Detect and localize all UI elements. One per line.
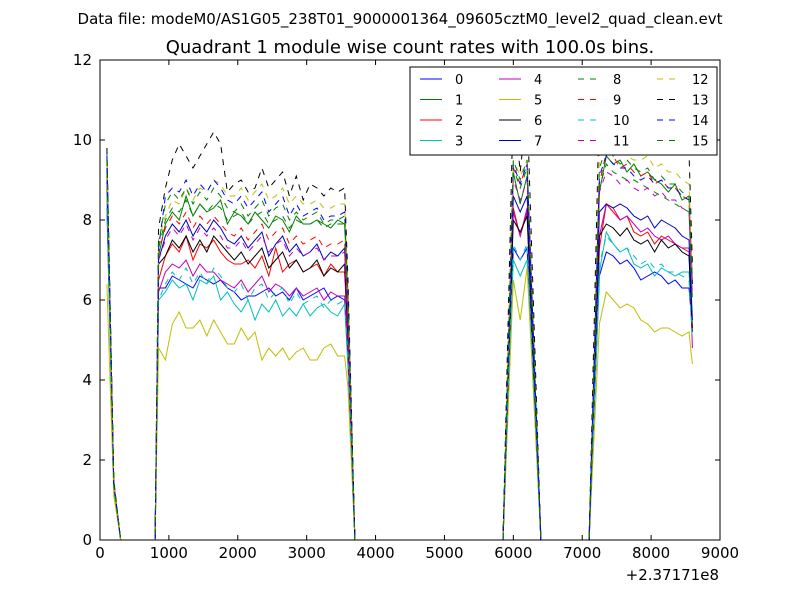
series-line-8: [106, 159, 693, 540]
series-line-11: [106, 171, 693, 540]
series-line-3: [106, 199, 693, 540]
x-tick-label: 1000: [150, 544, 188, 562]
legend-label-9: 9: [613, 94, 621, 109]
legend-label-15: 15: [692, 135, 709, 150]
y-tick-label: 4: [82, 371, 92, 389]
legend-label-0: 0: [455, 73, 463, 88]
legend-label-5: 5: [534, 94, 542, 109]
y-tick-label: 6: [82, 291, 92, 309]
x-tick-label: 6000: [494, 544, 532, 562]
series-line-9: [106, 151, 693, 540]
x-offset-label: +2.37171e8: [626, 566, 719, 584]
legend-label-8: 8: [613, 73, 621, 88]
legend-label-3: 3: [455, 135, 463, 150]
legend-label-4: 4: [534, 73, 542, 88]
legend-label-2: 2: [455, 114, 463, 129]
series-line-7: [106, 167, 693, 540]
x-tick-label: 0: [95, 544, 105, 562]
series-layer: [106, 99, 693, 540]
legend-label-12: 12: [692, 73, 709, 88]
x-tick-label: 3000: [288, 544, 326, 562]
series-line-6: [106, 175, 693, 540]
x-tick-label: 8000: [632, 544, 670, 562]
x-tick-label: 5000: [425, 544, 463, 562]
series-line-10: [106, 195, 693, 540]
legend-label-10: 10: [613, 114, 630, 129]
series-line-1: [106, 151, 693, 540]
chart-title: Quadrant 1 module wise count rates with …: [166, 37, 655, 58]
y-tick-label: 2: [82, 451, 92, 469]
series-line-5: [106, 267, 693, 540]
legend-label-7: 7: [534, 135, 542, 150]
suptitle: Data file: modeM0/AS1G05_238T01_90000013…: [78, 10, 723, 29]
y-tick-label: 10: [73, 131, 92, 149]
series-line-0: [106, 207, 693, 540]
series-line-14: [106, 155, 693, 540]
legend-label-14: 14: [692, 114, 709, 129]
legend-label-6: 6: [534, 114, 542, 129]
series-line-12: [106, 139, 693, 540]
series-line-4: [106, 179, 693, 540]
series-line-13: [106, 99, 693, 540]
series-line-2: [106, 167, 693, 540]
legend-label-1: 1: [455, 94, 463, 109]
x-tick-label: 9000: [701, 544, 739, 562]
legend-box: [409, 66, 718, 156]
axis-ticks: 0 1000 2000 3000 4000 5000 6000 7000 8000 9000 0 2 4…: [73, 51, 739, 562]
series-line-15: [106, 147, 693, 540]
x-tick-label: 4000: [356, 544, 394, 562]
x-tick-label: 7000: [563, 544, 601, 562]
x-tick-label: 2000: [219, 544, 257, 562]
y-tick-label: 8: [82, 211, 92, 229]
y-tick-label: 0: [82, 531, 92, 549]
legend-label-13: 13: [692, 94, 709, 109]
y-tick-label: 12: [73, 51, 92, 69]
legend-label-11: 11: [613, 135, 630, 150]
